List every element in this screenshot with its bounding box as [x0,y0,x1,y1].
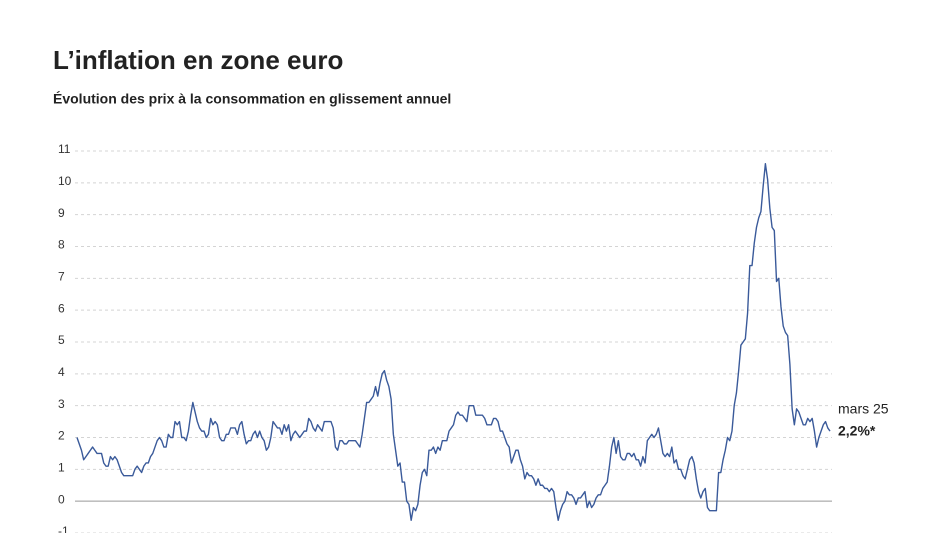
chart-subtitle: Évolution des prix à la consommation en … [53,91,451,107]
y-tick-label: 8 [58,238,65,252]
y-tick-label: 0 [58,492,65,506]
y-tick-label: 9 [58,206,65,220]
end-value-label: 2,2%* [838,423,876,439]
y-tick-label: 5 [58,333,65,347]
inflation-line [76,163,831,521]
y-tick-label: -1 [58,524,69,533]
end-label: mars 25 [838,401,889,417]
y-tick-label: 3 [58,397,65,411]
y-tick-label: 2 [58,429,65,443]
y-tick-label: 11 [58,142,71,156]
y-tick-label: 7 [58,270,65,284]
y-tick-label: 1 [58,461,65,475]
chart-title: L’inflation en zone euro [53,45,343,75]
y-tick-label: 4 [58,365,65,379]
y-tick-label: 10 [58,174,72,188]
y-tick-label: 6 [58,301,65,315]
